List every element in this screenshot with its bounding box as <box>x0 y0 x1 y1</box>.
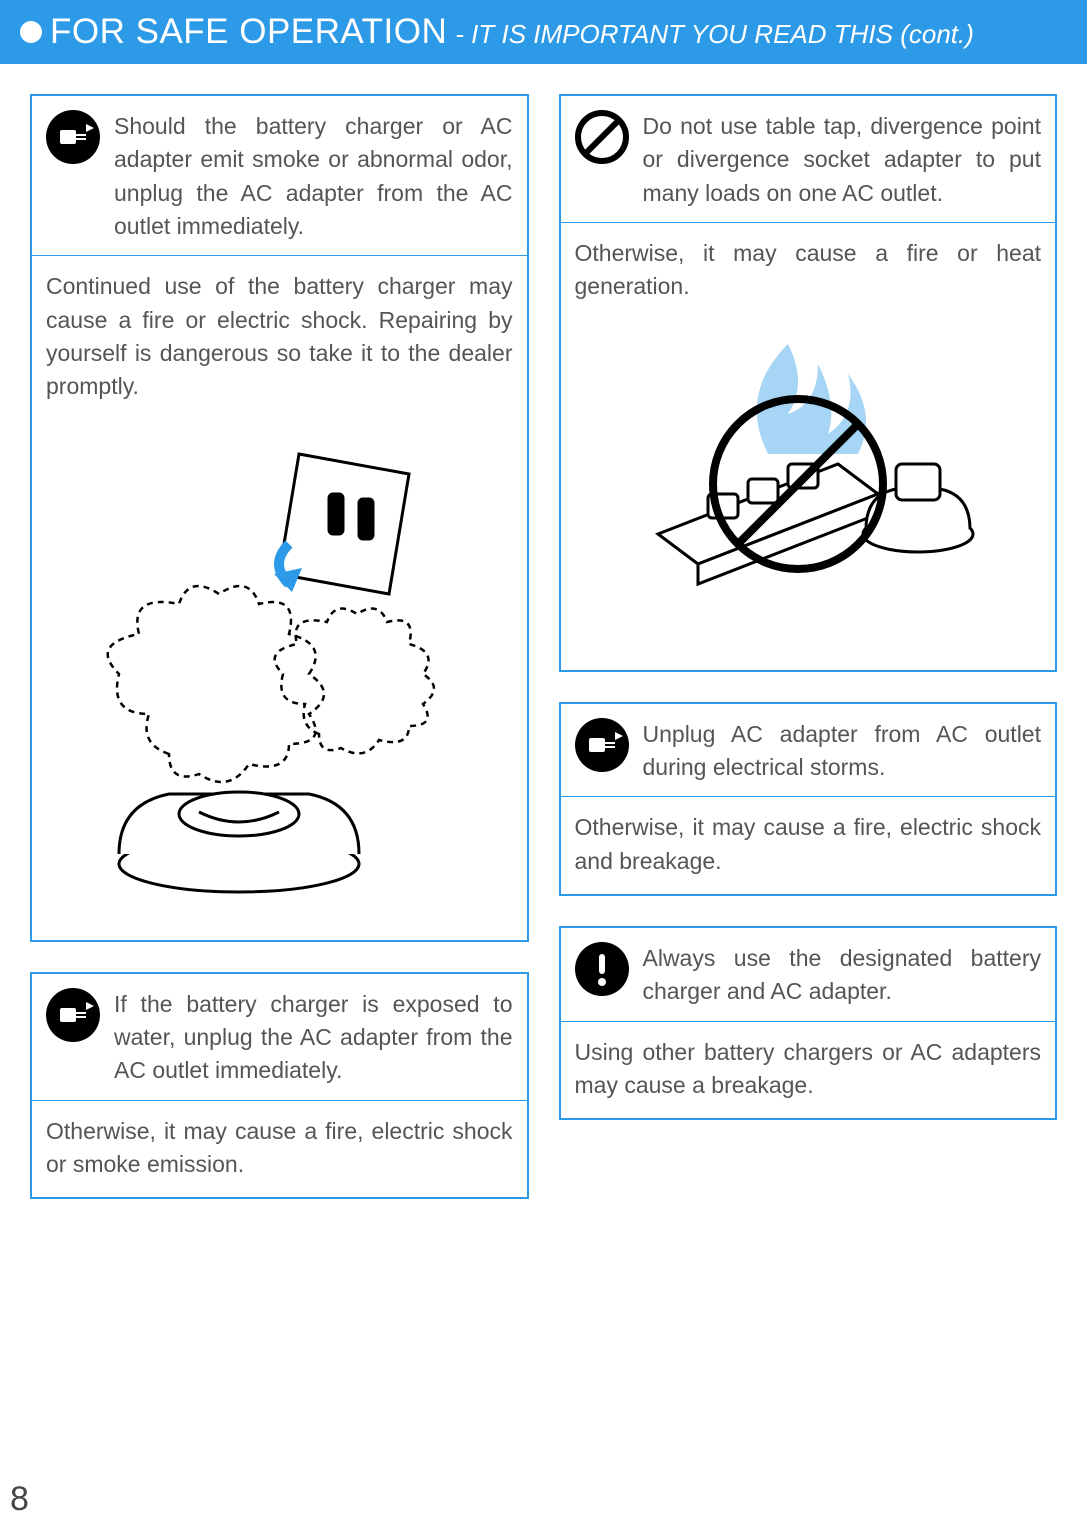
page-number: 8 <box>10 1480 29 1519</box>
warning-detail: Otherwise, it may cause a fire, electric… <box>561 797 1056 894</box>
header-title-sub: - IT IS IMPORTANT YOU READ THIS (cont.) <box>455 19 974 50</box>
warning-box-smoke: Should the battery charger or AC adapter… <box>30 94 529 942</box>
warning-text: Should the battery charger or AC adapter… <box>114 110 513 243</box>
left-column: Should the battery charger or AC adapter… <box>30 94 529 1199</box>
warning-detail: Otherwise, it may cause a fire, electric… <box>32 1101 527 1198</box>
warning-text: Always use the designated battery charge… <box>643 942 1042 1009</box>
warning-top: Do not use table tap, divergence point o… <box>561 96 1056 223</box>
warning-top: Always use the designated battery charge… <box>561 928 1056 1022</box>
warning-box-storm: Unplug AC adapter from AC outlet during … <box>559 702 1058 896</box>
header-title-main: FOR SAFE OPERATION <box>50 12 447 52</box>
warning-top: If the battery charger is exposed to wat… <box>32 974 527 1101</box>
bullet-dot-icon <box>20 21 42 43</box>
warning-text: If the battery charger is exposed to wat… <box>114 988 513 1088</box>
tabletap-illustration <box>575 304 1042 654</box>
detail-text: Otherwise, it may cause a fire or heat g… <box>575 240 1042 299</box>
detail-text: Continued use of the battery charger may… <box>46 273 513 399</box>
warning-detail: Otherwise, it may cause a fire or heat g… <box>561 223 1056 670</box>
warning-box-water: If the battery charger is exposed to wat… <box>30 972 529 1200</box>
unplug-icon <box>46 988 100 1042</box>
warning-detail: Using other battery chargers or AC adapt… <box>561 1022 1056 1119</box>
right-column: Do not use table tap, divergence point o… <box>559 94 1058 1199</box>
smoke-illustration <box>46 404 513 924</box>
page-header: FOR SAFE OPERATION - IT IS IMPORTANT YOU… <box>0 0 1087 64</box>
mandatory-icon <box>575 942 629 996</box>
warning-detail: Continued use of the battery charger may… <box>32 256 527 939</box>
warning-box-designated: Always use the designated battery charge… <box>559 926 1058 1120</box>
unplug-icon <box>575 718 629 772</box>
prohibit-icon <box>575 110 629 164</box>
unplug-icon <box>46 110 100 164</box>
warning-box-tabletap: Do not use table tap, divergence point o… <box>559 94 1058 672</box>
warning-top: Should the battery charger or AC adapter… <box>32 96 527 256</box>
warning-text: Unplug AC adapter from AC outlet during … <box>643 718 1042 785</box>
warning-top: Unplug AC adapter from AC outlet during … <box>561 704 1056 798</box>
warning-text: Do not use table tap, divergence point o… <box>643 110 1042 210</box>
content-columns: Should the battery charger or AC adapter… <box>0 64 1087 1199</box>
